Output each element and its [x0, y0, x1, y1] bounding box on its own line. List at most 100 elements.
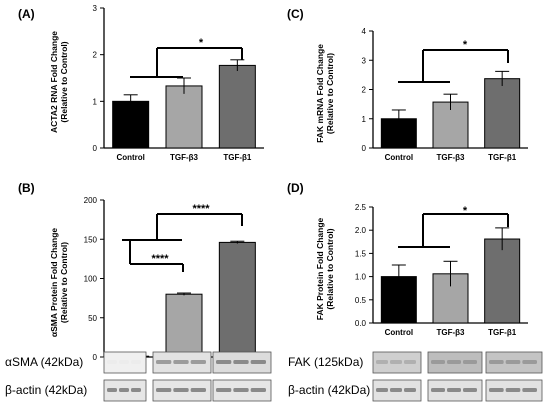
- blot-band: [522, 360, 537, 364]
- y-axis-label-line: (Relative to Control): [325, 228, 335, 309]
- y-tick-label: 3: [362, 56, 367, 65]
- blot-band: [404, 388, 416, 392]
- bar-tgf-3: [165, 293, 203, 358]
- blot-band: [447, 360, 461, 364]
- significance-marker: *: [463, 205, 468, 217]
- category-label: TGF-β3: [437, 328, 466, 337]
- chart-panel-b: (B) 0 50 100 150 200 αSMA Protein Fold Change(…: [5, 181, 272, 402]
- blot-band: [233, 388, 249, 392]
- y-tick-label: 2: [362, 86, 367, 95]
- blot-band: [190, 360, 206, 364]
- blot-band: [522, 388, 537, 392]
- blot-label: β-actin (42kDa): [5, 383, 87, 397]
- category-label: Control: [116, 153, 144, 162]
- blot-band: [489, 360, 504, 364]
- chart-panel-a: (A) 0 1 2 3 ACTA2 RNA Fold Change(Relative to…: [18, 4, 264, 162]
- panel-letter: (B): [18, 181, 35, 195]
- bar-tgf-1: [218, 64, 256, 149]
- blot-band: [107, 388, 117, 392]
- panel-letter: (A): [18, 7, 35, 21]
- y-tick-label: 4: [362, 27, 367, 36]
- blot-label: β-actin (42kDa): [288, 383, 370, 397]
- blot-band: [107, 360, 117, 364]
- blot-band: [404, 360, 416, 364]
- blot-band: [447, 388, 461, 392]
- blot-band: [250, 388, 266, 392]
- blot-band: [431, 360, 445, 364]
- chart-panel-d: (D) 0.0 0.5 1.0 1.5 2.0 2.5 FAK Protein Fold Ch…: [287, 181, 543, 402]
- blot-band: [156, 360, 172, 364]
- y-tick-label: 150: [84, 235, 98, 244]
- bar-control: [112, 100, 150, 149]
- blot-band: [119, 360, 129, 364]
- blot-band: [190, 388, 206, 392]
- blot-band: [463, 388, 477, 392]
- category-label: Control: [385, 328, 413, 337]
- blot-band: [131, 360, 141, 364]
- y-axis-label-line: (Relative to Control): [59, 242, 69, 323]
- y-tick-label: 3: [93, 4, 98, 13]
- blot-band: [390, 360, 402, 364]
- y-tick-label: 2.0: [355, 226, 367, 235]
- blot-band: [463, 360, 477, 364]
- y-axis-label-line: (Relative to Control): [325, 53, 335, 134]
- y-tick-label: 0: [362, 144, 367, 153]
- y-axis-label-line: FAK Protein Fold Change: [315, 217, 325, 320]
- blot-band: [173, 360, 189, 364]
- y-tick-label: 0.0: [355, 319, 367, 328]
- blot-band: [233, 360, 249, 364]
- blot-band: [250, 360, 266, 364]
- blot-band: [173, 388, 189, 392]
- bar-tgf-1: [484, 238, 521, 324]
- y-tick-label: 1.5: [355, 249, 367, 258]
- y-axis-label: FAK Protein Fold Change(Relative to Cont…: [315, 217, 335, 320]
- blot-band: [505, 388, 521, 392]
- blot-band: [376, 360, 388, 364]
- y-axis-label-line: αSMA Protein Fold Change: [49, 228, 59, 338]
- blot-label: FAK (125kDa): [288, 355, 363, 369]
- y-axis-label-line: FAK mRNA Fold Change: [315, 44, 325, 143]
- category-label: TGF-β1: [488, 328, 517, 337]
- significance-marker: ****: [192, 203, 210, 215]
- blot-band: [216, 360, 232, 364]
- y-tick-label: 2.5: [355, 203, 367, 212]
- y-axis-label: FAK mRNA Fold Change(Relative to Control…: [315, 44, 335, 143]
- y-axis-label: ACTA2 RNA Fold Change(Relative to Contro…: [49, 31, 69, 133]
- category-label: Control: [385, 153, 413, 162]
- y-axis-label: αSMA Protein Fold Change(Relative to Con…: [49, 228, 69, 338]
- chart-panel-c: (C) 0 1 2 3 4 FAK mRNA Fold Change(Relative to…: [287, 7, 528, 162]
- category-label: TGF-β3: [170, 153, 199, 162]
- y-tick-label: 50: [88, 314, 97, 323]
- panel-letter: (D): [287, 181, 304, 195]
- y-tick-label: 0: [93, 353, 98, 362]
- y-tick-label: 1: [362, 115, 367, 124]
- y-axis-label-line: ACTA2 RNA Fold Change: [49, 31, 59, 133]
- blot-band: [119, 388, 129, 392]
- blot-band: [489, 388, 504, 392]
- y-tick-label: 0.5: [355, 296, 367, 305]
- bar-tgf-1: [218, 241, 256, 358]
- significance-marker: ****: [151, 253, 169, 265]
- y-tick-label: 1: [93, 97, 98, 106]
- blot-band: [390, 388, 402, 392]
- blot-label: αSMA (42kDa): [5, 355, 83, 369]
- blot-band: [131, 388, 141, 392]
- category-label: TGF-β1: [223, 153, 252, 162]
- y-tick-label: 100: [84, 275, 98, 284]
- bar-tgf-3: [165, 85, 203, 149]
- category-label: TGF-β1: [488, 153, 517, 162]
- blot-band: [216, 388, 232, 392]
- significance-marker: *: [463, 39, 468, 51]
- significance-marker: *: [199, 37, 204, 49]
- y-tick-label: 0: [93, 144, 98, 153]
- y-tick-label: 1.0: [355, 273, 367, 282]
- blot-band: [505, 360, 521, 364]
- panel-letter: (C): [287, 7, 304, 21]
- y-axis-label-line: (Relative to Control): [59, 41, 69, 122]
- category-label: TGF-β3: [437, 153, 466, 162]
- blot-band: [156, 388, 172, 392]
- bar-tgf-1: [484, 78, 521, 149]
- blot-band: [376, 388, 388, 392]
- y-tick-label: 2: [93, 51, 98, 60]
